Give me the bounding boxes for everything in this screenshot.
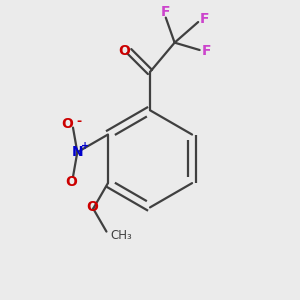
Text: F: F <box>199 12 209 26</box>
Text: F: F <box>201 44 211 58</box>
Text: O: O <box>66 175 77 189</box>
Text: O: O <box>86 200 98 214</box>
Text: -: - <box>76 115 81 128</box>
Text: O: O <box>118 44 130 58</box>
Text: +: + <box>81 141 89 151</box>
Text: CH₃: CH₃ <box>110 229 132 242</box>
Text: O: O <box>61 117 73 131</box>
Text: N: N <box>71 145 83 159</box>
Text: F: F <box>161 5 170 19</box>
